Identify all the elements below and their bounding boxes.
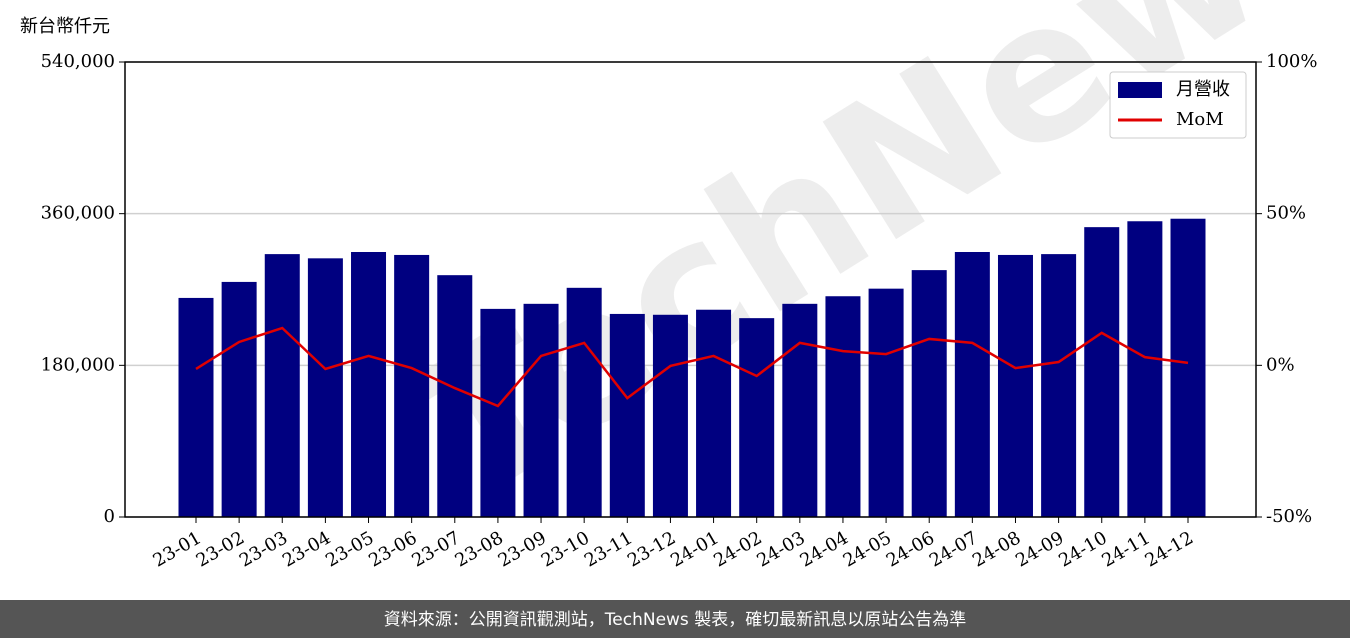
line (195, 326, 1189, 408)
x-tick-label: 24-04 (797, 527, 852, 571)
bar (480, 308, 516, 517)
y2-tick-label: -50% (1266, 506, 1312, 527)
x-tick-label: 23-08 (451, 527, 506, 571)
bar (739, 318, 775, 517)
y-tick-label: 180,000 (41, 354, 115, 375)
x-tick-label: 23-02 (193, 527, 248, 571)
bar (825, 296, 861, 517)
bar (652, 314, 688, 517)
x-tick-label: 24-02 (710, 527, 765, 571)
bar (178, 297, 214, 517)
x-tick-label: 24-12 (1142, 527, 1197, 571)
x-tick-label: 24-06 (883, 527, 938, 571)
bar (437, 275, 473, 517)
x-tick-label: 24-05 (840, 527, 895, 571)
x-tick-label: 23-06 (365, 527, 420, 571)
x-tick-label: 23-01 (150, 527, 205, 571)
bar (609, 313, 645, 517)
y-tick-label: 0 (104, 506, 115, 527)
bar (523, 303, 559, 517)
x-tick-label: 23-04 (279, 527, 334, 571)
y2-tick-label: 100% (1266, 51, 1317, 72)
x-tick-label: 23-10 (538, 527, 593, 571)
x-tick-label: 24-09 (1012, 527, 1067, 571)
bar (1170, 218, 1206, 517)
x-tick-label: 23-03 (236, 527, 291, 571)
x-tick-label: 24-01 (667, 527, 722, 571)
x-tick-label: 24-03 (753, 527, 808, 571)
y-axis-label: 新台幣仟元 (20, 16, 110, 37)
x-tick-label: 24-07 (926, 527, 981, 571)
bar (997, 254, 1033, 517)
x-tick-label: 24-11 (1098, 527, 1153, 571)
plot-frame (124, 61, 1257, 518)
bar (911, 270, 947, 517)
bar (1084, 227, 1120, 518)
footer-bar (0, 600, 1350, 638)
legend-label: MoM (1176, 109, 1224, 130)
footer: 資料來源：公開資訊觀測站，TechNews 製表，確切最新訊息以原站公告為準 (384, 610, 966, 630)
x-tick-label: 23-12 (624, 527, 679, 571)
bar (954, 252, 990, 517)
bar (696, 309, 732, 517)
bar (1041, 254, 1077, 517)
bar (566, 287, 602, 517)
legend-label: 月營收 (1176, 79, 1230, 100)
x-tick-label: 24-08 (969, 527, 1024, 571)
y2-tick-label: 0% (1266, 354, 1295, 375)
bar (1127, 221, 1163, 517)
bar (351, 252, 387, 517)
x-tick-label: 23-11 (581, 527, 636, 571)
bar (782, 303, 818, 517)
x-tick-label: 24-10 (1055, 527, 1110, 571)
bar (868, 288, 904, 517)
bar (394, 254, 430, 517)
bar (264, 254, 300, 517)
x-tick-label: 23-07 (408, 527, 463, 571)
bar (221, 281, 257, 517)
x-tick-label: 23-05 (322, 527, 377, 571)
bar (307, 258, 343, 517)
legend-swatch (1118, 82, 1162, 98)
y2-tick-label: 50% (1266, 203, 1306, 224)
y-tick-label: 540,000 (41, 51, 115, 72)
y-tick-label: 360,000 (41, 203, 115, 224)
